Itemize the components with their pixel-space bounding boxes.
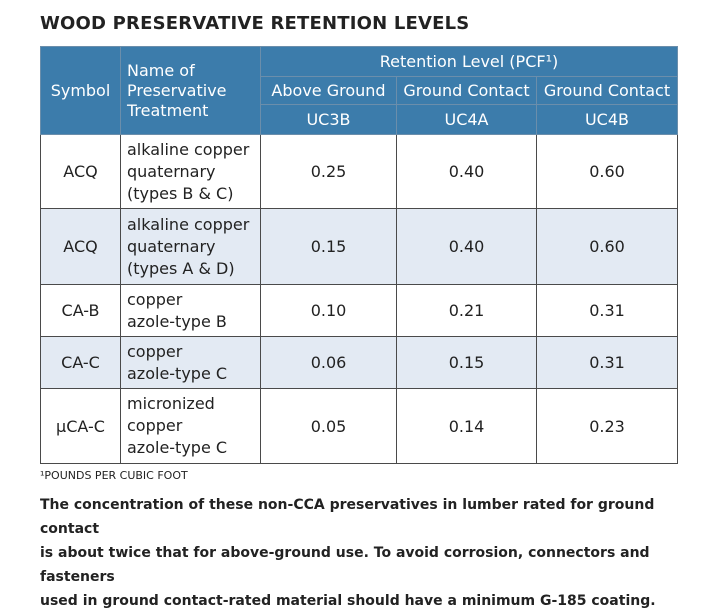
value-cell: 0.23 xyxy=(536,388,678,464)
value-cell: 0.31 xyxy=(536,284,678,337)
value-cell: 0.40 xyxy=(396,134,537,209)
text-line: is about twice that for above-ground use… xyxy=(40,545,650,585)
header-cell: UC4A xyxy=(396,104,537,135)
value-cell: 0.60 xyxy=(536,208,678,285)
table-row: CA-C copper azole-type C 0.06 0.15 0.31 xyxy=(40,336,678,389)
table-body: ACQ alkaline copper quaternary (types B & C… xyxy=(40,134,678,464)
text-line: alkaline copper xyxy=(127,214,250,234)
value-cell: 0.10 xyxy=(260,284,397,337)
value-cell: 0.05 xyxy=(260,388,397,464)
value-cell: 0.25 xyxy=(260,134,397,209)
symbol-cell: CA-B xyxy=(40,284,121,337)
header-cell: UC4B xyxy=(536,104,678,135)
text-line: micronized xyxy=(127,394,215,413)
value-cell: 0.31 xyxy=(536,336,678,389)
header-cell: Ground Contact xyxy=(536,76,678,105)
value-cell: 0.40 xyxy=(396,208,537,285)
text-line: copper xyxy=(127,416,183,435)
text-line: azole-type B xyxy=(127,311,227,331)
header-cell: Symbol xyxy=(40,46,121,135)
value-cell: 0.15 xyxy=(260,208,397,285)
header-row: Above Ground Ground Contact Ground Contact xyxy=(41,76,678,105)
value-cell: 0.06 xyxy=(260,336,397,389)
caption: The concentration of these non-CCA prese… xyxy=(40,493,712,613)
header-cell: Ground Contact xyxy=(396,76,537,105)
header-cell: UC3B xyxy=(260,104,397,135)
text-line: The concentration of these non-CCA prese… xyxy=(40,497,655,537)
text-line: (types B & C) xyxy=(127,183,234,203)
symbol-cell: ACQ xyxy=(40,208,121,285)
name-cell: alkaline copper quaternary (types A & D) xyxy=(120,208,261,285)
text-line: copper xyxy=(127,341,183,361)
header-cell: Above Ground xyxy=(260,76,397,105)
table-row: μCA-C micronized copper azole-type C 0.05 0.1… xyxy=(40,388,678,464)
footnote: ¹POUNDS PER CUBIC FOOT xyxy=(40,469,188,482)
text-line: alkaline copper xyxy=(127,139,250,159)
table-row: CA-B copper azole-type B 0.10 0.21 0.31 xyxy=(40,284,678,337)
text-line: azole-type C xyxy=(127,438,228,457)
symbol-cell: μCA-C xyxy=(40,388,121,464)
header-row: Symbol Name of Preservative Treatment Retent… xyxy=(40,46,678,135)
text-line: copper xyxy=(127,289,183,309)
title: WOOD PRESERVATIVE RETENTION LEVELS xyxy=(40,13,470,34)
value-cell: 0.60 xyxy=(536,134,678,209)
table-header: Symbol Name of Preservative Treatment Retent… xyxy=(40,46,678,135)
text-line: Treatment xyxy=(127,100,209,120)
header-cell: Retention Level (PCF¹) xyxy=(260,46,678,77)
name-cell: micronized copper azole-type C xyxy=(120,388,261,464)
text-line: azole-type C xyxy=(127,363,228,383)
name-cell: alkaline copper quaternary (types B & C) xyxy=(120,134,261,209)
retention-table: Symbol Name of Preservative Treatment Retent… xyxy=(40,46,678,464)
text-line: quaternary xyxy=(127,161,216,181)
table-row: ACQ alkaline copper quaternary (types B & C… xyxy=(40,134,678,209)
text-line: Preservative xyxy=(127,80,227,100)
text-line: used in ground contact-rated material sh… xyxy=(40,593,656,609)
text-line: (types A & D) xyxy=(127,258,235,278)
symbol-cell: CA-C xyxy=(40,336,121,389)
name-cell: copper azole-type B xyxy=(120,284,261,337)
page: WOOD PRESERVATIVE RETENTION LEVELS Symbo… xyxy=(40,13,678,609)
header-cell: Name of Preservative Treatment xyxy=(120,46,261,135)
text-line: Name of xyxy=(127,60,195,80)
value-cell: 0.21 xyxy=(396,284,537,337)
symbol-cell: ACQ xyxy=(40,134,121,209)
name-cell: copper azole-type C xyxy=(120,336,261,389)
value-cell: 0.15 xyxy=(396,336,537,389)
text-line: quaternary xyxy=(127,236,216,256)
value-cell: 0.14 xyxy=(396,388,537,464)
header-row: UC3B UC4A UC4B xyxy=(41,104,678,135)
table-row: ACQ alkaline copper quaternary (types A & D… xyxy=(40,208,678,285)
